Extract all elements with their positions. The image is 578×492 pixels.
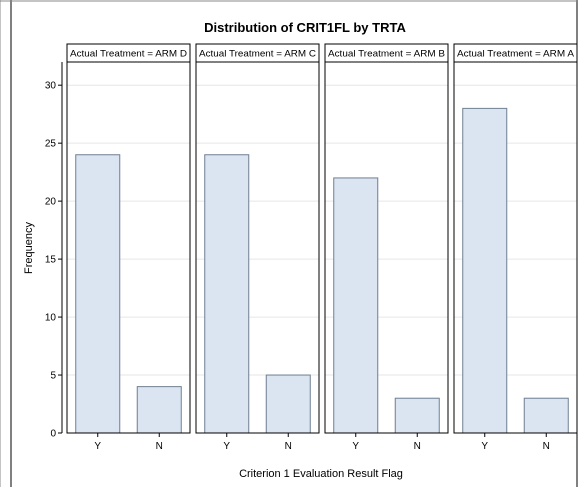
bar: [394, 397, 440, 434]
y-tick-label: 0: [50, 429, 56, 440]
bar: [265, 374, 311, 434]
panels: Y N Actual Treatment = ARM D Y N Actual Treat…: [66, 43, 578, 452]
chart-title: Distribution of CRIT1FL by TRTA: [204, 20, 406, 35]
panel-frame: [66, 61, 191, 434]
bar: [523, 397, 569, 434]
panel-frame: [195, 61, 320, 434]
panel-header-label: Actual Treatment = ARM B: [328, 49, 445, 59]
x-tick-label: Y: [481, 441, 488, 452]
y-tick-label: 20: [45, 197, 57, 208]
y-axis-label: Frequency: [23, 222, 35, 274]
x-tick-label: N: [543, 441, 550, 452]
panel: Y N Actual Treatment = ARM A: [453, 43, 578, 452]
y-tick-label: 15: [45, 255, 57, 266]
bar: [204, 154, 250, 434]
panel-frame: [324, 61, 449, 434]
x-tick-label: N: [414, 441, 421, 452]
panel-header-label: Actual Treatment = ARM D: [70, 49, 188, 59]
bar: [333, 177, 379, 434]
x-tick-label: Y: [223, 441, 230, 452]
bar: [462, 107, 508, 434]
bar: [75, 154, 121, 434]
panel: Y N Actual Treatment = ARM B: [324, 43, 449, 452]
panel-header-label: Actual Treatment = ARM A: [457, 49, 574, 59]
x-tick-label: N: [156, 441, 163, 452]
panel-header-label: Actual Treatment = ARM C: [199, 49, 317, 59]
y-tick-label: 25: [45, 139, 57, 150]
x-tick-label: N: [285, 441, 292, 452]
panel: Y N Actual Treatment = ARM D: [66, 43, 191, 452]
x-tick-label: Y: [94, 441, 101, 452]
panel: Y N Actual Treatment = ARM C: [195, 43, 320, 452]
bar: [136, 386, 182, 434]
y-tick-label: 30: [45, 81, 57, 92]
panel-frame: [453, 61, 578, 434]
y-axis: 0 5 10 15 20 25 30: [45, 62, 63, 440]
y-tick-label: 5: [50, 371, 56, 382]
y-tick-label: 10: [45, 313, 57, 324]
x-tick-label: Y: [352, 441, 359, 452]
x-axis-label: Criterion 1 Evaluation Result Flag: [239, 468, 403, 480]
